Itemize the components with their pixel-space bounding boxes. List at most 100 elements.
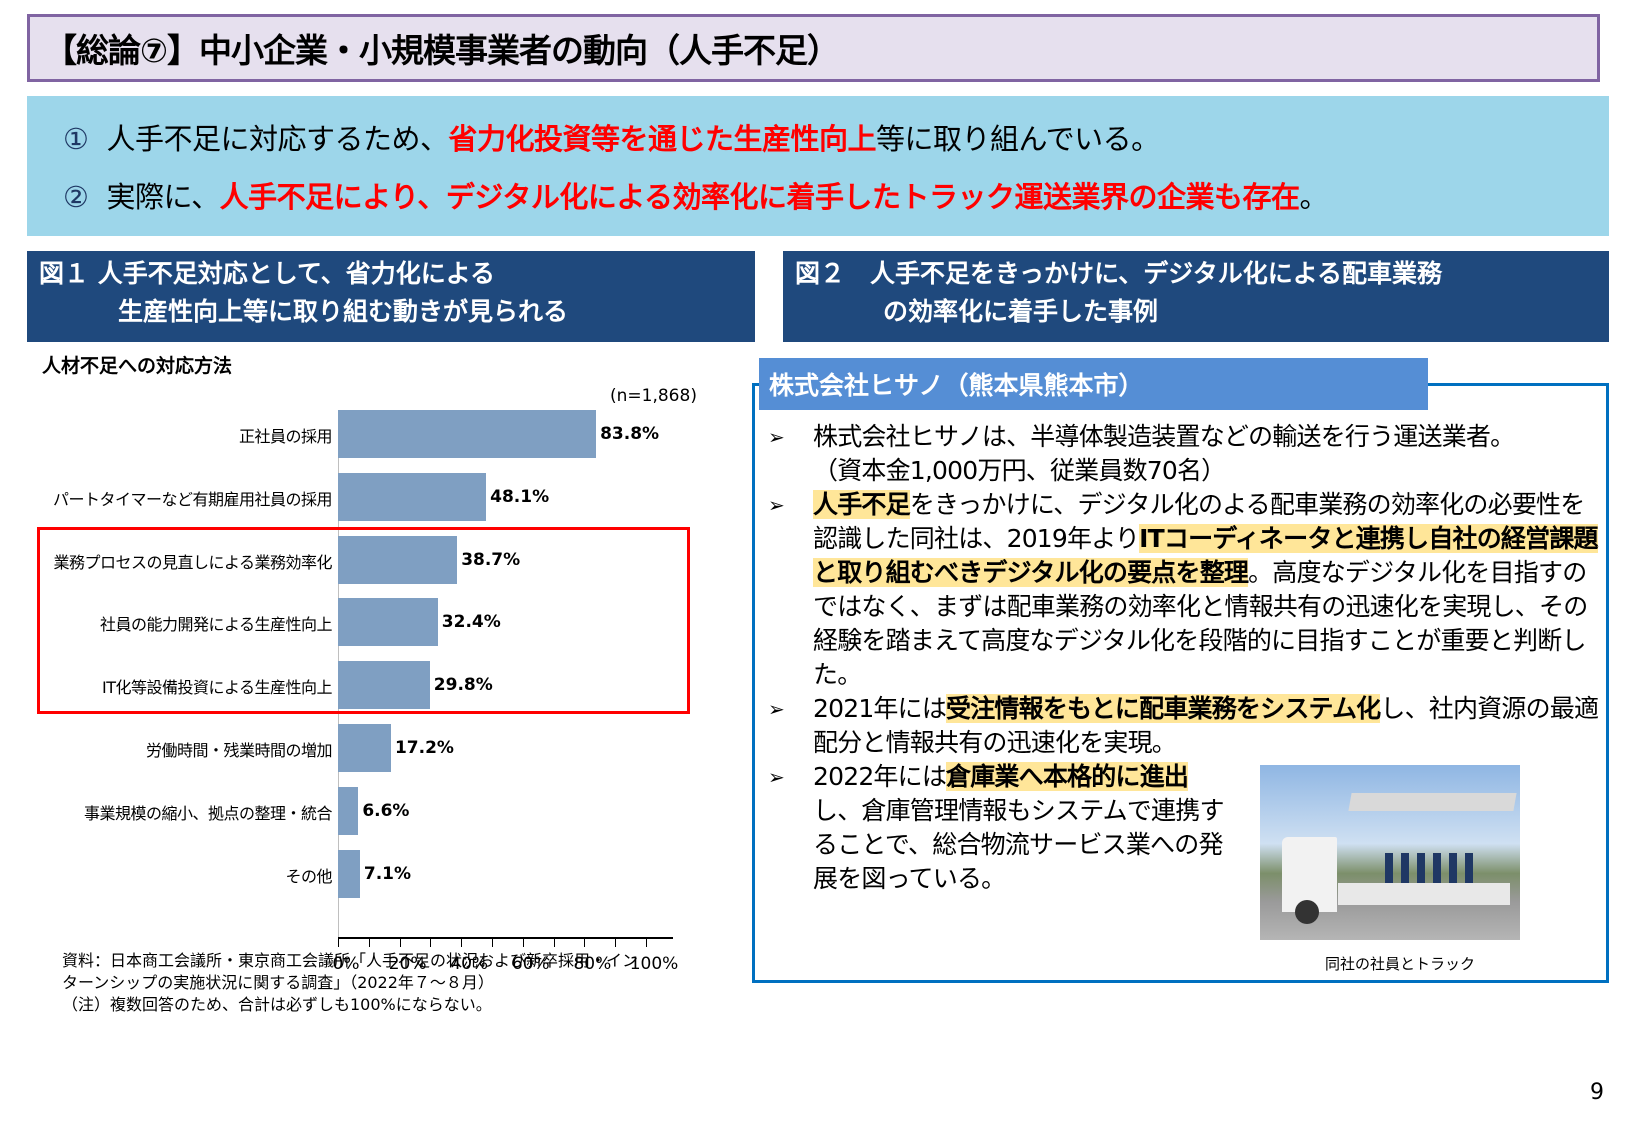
summary-text: 等に取り組んでいる。 bbox=[876, 122, 1160, 156]
summary-text: 実際に、 bbox=[106, 180, 221, 214]
bar-category-label: 労働時間・残業時間の増加 bbox=[145, 741, 333, 760]
fig2-header-line1: 図２ 人手不足をきっかけに、デジタル化による配車業務 bbox=[795, 259, 1443, 288]
x-axis-tick-label: 60% bbox=[511, 954, 550, 974]
bullet-text: （資本金1,000万円、従業員数70名） bbox=[813, 456, 1226, 485]
bar-row: 業務プロセスの見直しによる業務効率化 38.7% bbox=[30, 535, 730, 586]
x-axis-tick bbox=[492, 939, 493, 947]
x-axis-tick bbox=[584, 939, 586, 947]
circled-number-1: ① bbox=[63, 122, 89, 156]
bar bbox=[338, 472, 487, 521]
truck-wing bbox=[1348, 793, 1517, 811]
arrow-bullet-icon: ➢ bbox=[768, 697, 785, 721]
bar-category-label: パートタイマーなど有期雇用社員の採用 bbox=[52, 489, 333, 509]
circled-number-2: ② bbox=[63, 180, 89, 214]
bullet-text: をきっかけに、デジタル化のよる配車業務の効率化の必要性を認識した同社は、2019… bbox=[813, 490, 1585, 553]
bar bbox=[338, 535, 458, 584]
x-axis-tick bbox=[646, 939, 647, 947]
bar bbox=[338, 661, 430, 710]
x-axis-tick bbox=[399, 939, 401, 947]
fig1-header-line2: 生産性向上等に取り組む動きが見られる bbox=[118, 297, 569, 326]
x-axis-tick bbox=[368, 939, 370, 947]
case-study-body: ➢ 株式会社ヒサノは、半導体製造装置などの輸送を行う運送業者。 （資本金1,00… bbox=[768, 420, 1603, 896]
bar bbox=[338, 786, 359, 835]
bar bbox=[338, 598, 438, 647]
bar bbox=[338, 724, 391, 772]
x-axis-tick-label: 40% bbox=[450, 954, 489, 974]
arrow-bullet-icon: ➢ bbox=[768, 425, 785, 449]
fig1-header-line1: 図１ 人手不足対応として、省力化による bbox=[39, 259, 495, 288]
bar-row: パートタイマーなど有期雇用社員の採用 48.1% bbox=[30, 472, 730, 523]
bar-value-label: 29.8% bbox=[433, 675, 493, 696]
marked-text: 倉庫業へ本格的に進出 bbox=[946, 762, 1189, 791]
page-number: 9 bbox=[1590, 1080, 1604, 1105]
x-axis-tick-label: 80% bbox=[573, 954, 612, 974]
fig1-header: 図１ 人手不足対応として、省力化による 生産性向上等に取り組む動きが見られる bbox=[27, 251, 755, 342]
summary-text: 。 bbox=[1299, 180, 1328, 214]
summary-box: ① 人手不足に対応するため、省力化投資等を通じた生産性向上等に取り組んでいる。 ②… bbox=[27, 96, 1609, 236]
bullet-text: 。高度なデジタル化を目指すのではなく、まずは配車業務の効率化と情報共有の迅速化を… bbox=[813, 558, 1588, 689]
x-axis-tick-label: 0% bbox=[332, 954, 360, 974]
bar-value-label: 32.4% bbox=[441, 612, 501, 633]
bar-row: 労働時間・残業時間の増加 17.2% bbox=[30, 724, 730, 774]
bar-value-label: 6.6% bbox=[362, 800, 410, 821]
case-bullet-1: ➢ 株式会社ヒサノは、半導体製造装置などの輸送を行う運送業者。 （資本金1,00… bbox=[768, 420, 1603, 488]
bar-row: 正社員の採用 83.8% bbox=[30, 410, 730, 460]
x-axis-tick bbox=[615, 939, 617, 947]
x-axis-tick bbox=[522, 939, 524, 947]
bar-category-label: IT化等設備投資による生産性向上 bbox=[101, 678, 333, 698]
highlight-frame bbox=[37, 527, 690, 714]
arrow-bullet-icon: ➢ bbox=[768, 765, 785, 789]
employees bbox=[1385, 853, 1480, 883]
bar-value-label: 48.1% bbox=[490, 486, 550, 507]
summary-line-1: ① 人手不足に対応するため、省力化投資等を通じた生産性向上等に取り組んでいる。 bbox=[63, 110, 1609, 168]
x-axis-tick-label: 100% bbox=[629, 954, 679, 974]
bar-category-label: 事業規模の縮小、拠点の整理・統合 bbox=[83, 803, 333, 823]
arrow-bullet-icon: ➢ bbox=[768, 493, 785, 517]
bar-category-label: 社員の能力開発による生産性向上 bbox=[99, 615, 333, 635]
case-bullet-3: ➢ 2021年には受注情報をもとに配車業務をシステム化し、社内資源の最適配分と情… bbox=[768, 692, 1603, 760]
bar-value-label: 83.8% bbox=[600, 424, 660, 444]
x-axis-tick bbox=[553, 939, 555, 947]
note-line: （注）複数回答のため、合計は必ずしも100%にならない。 bbox=[62, 995, 492, 1014]
marked-text: 受注情報をもとに配車業務をシステム化 bbox=[946, 694, 1381, 723]
summary-highlight: 省力化投資等を通じた生産性向上 bbox=[448, 122, 877, 156]
bar bbox=[338, 410, 597, 458]
page-title: 【総論⑦】中小企業・小規模事業者の動向（人手不足） bbox=[27, 14, 1600, 82]
case-bullet-2: ➢ 人手不足をきっかけに、デジタル化のよる配車業務の効率化の必要性を認識した同社… bbox=[768, 488, 1603, 692]
bar-row: 事業規模の縮小、拠点の整理・統合 6.6% bbox=[30, 786, 730, 837]
truck-wheel bbox=[1295, 900, 1319, 924]
fig2-header: 図２ 人手不足をきっかけに、デジタル化による配車業務 の効率化に着手した事例 bbox=[783, 251, 1609, 342]
bullet-text: 2021年には bbox=[813, 694, 947, 723]
chart-subtitle: 人材不足への対応方法 bbox=[42, 355, 233, 377]
fig2-header-line2: の効率化に着手した事例 bbox=[883, 297, 1159, 326]
bullet-text: 2022年には bbox=[813, 762, 947, 791]
bar-category-label: 業務プロセスの見直しによる業務効率化 bbox=[53, 552, 332, 572]
bar-row: 社員の能力開発による生産性向上 32.4% bbox=[30, 598, 730, 648]
sample-size-label: (n=1,868) bbox=[610, 386, 697, 406]
case-study-title: 株式会社ヒサノ（熊本県熊本市） bbox=[759, 358, 1428, 410]
source-line: ターンシップの実施状況に関する調査」（2022年７～８月） bbox=[62, 973, 494, 992]
summary-line-2: ② 実際に、人手不足により、デジタル化による効率化に着手したトラック運送業界の企業… bbox=[63, 168, 1609, 226]
bar-category-label: 正社員の採用 bbox=[238, 427, 333, 446]
bar-value-label: 7.1% bbox=[363, 863, 412, 884]
x-axis-line bbox=[338, 937, 673, 939]
truck-cab bbox=[1282, 837, 1337, 912]
marked-text: 人手不足 bbox=[813, 490, 911, 519]
x-axis-tick bbox=[430, 939, 432, 947]
truck-bed bbox=[1338, 883, 1510, 905]
photo-caption: 同社の社員とトラック bbox=[1325, 955, 1476, 973]
case-bullet-4: ➢ 2022年には倉庫業へ本格的に進出し、倉庫管理情報もシステムで連携することで… bbox=[768, 760, 1228, 896]
x-axis-tick-label: 20% bbox=[388, 954, 427, 974]
bar-value-label: 38.7% bbox=[461, 549, 521, 570]
x-axis-tick bbox=[338, 939, 339, 947]
bullet-text: し、社内資源の最適配分と情報共有の迅速化を実現。 bbox=[813, 694, 1599, 757]
bar-value-label: 17.2% bbox=[394, 738, 454, 758]
bullet-text: 株式会社ヒサノは、半導体製造装置などの輸送を行う運送業者。 bbox=[813, 422, 1515, 451]
bar-category-label: その他 bbox=[285, 866, 332, 886]
bar-row: IT化等設備投資による生産性向上 29.8% bbox=[30, 661, 730, 711]
x-axis-tick bbox=[461, 939, 463, 947]
summary-highlight: 人手不足により、デジタル化による効率化に着手したトラック運送業界の企業も存在 bbox=[219, 180, 1300, 214]
bullet-text: し、倉庫管理情報もシステムで連携することで、総合物流サービス業への発展を図ってい… bbox=[813, 796, 1224, 893]
bar-row: その他 7.1% bbox=[30, 849, 730, 900]
bar-chart: 正社員の採用 83.8% パートタイマーなど有期雇用社員の採用 48.1% 業務プロセス… bbox=[30, 410, 730, 980]
